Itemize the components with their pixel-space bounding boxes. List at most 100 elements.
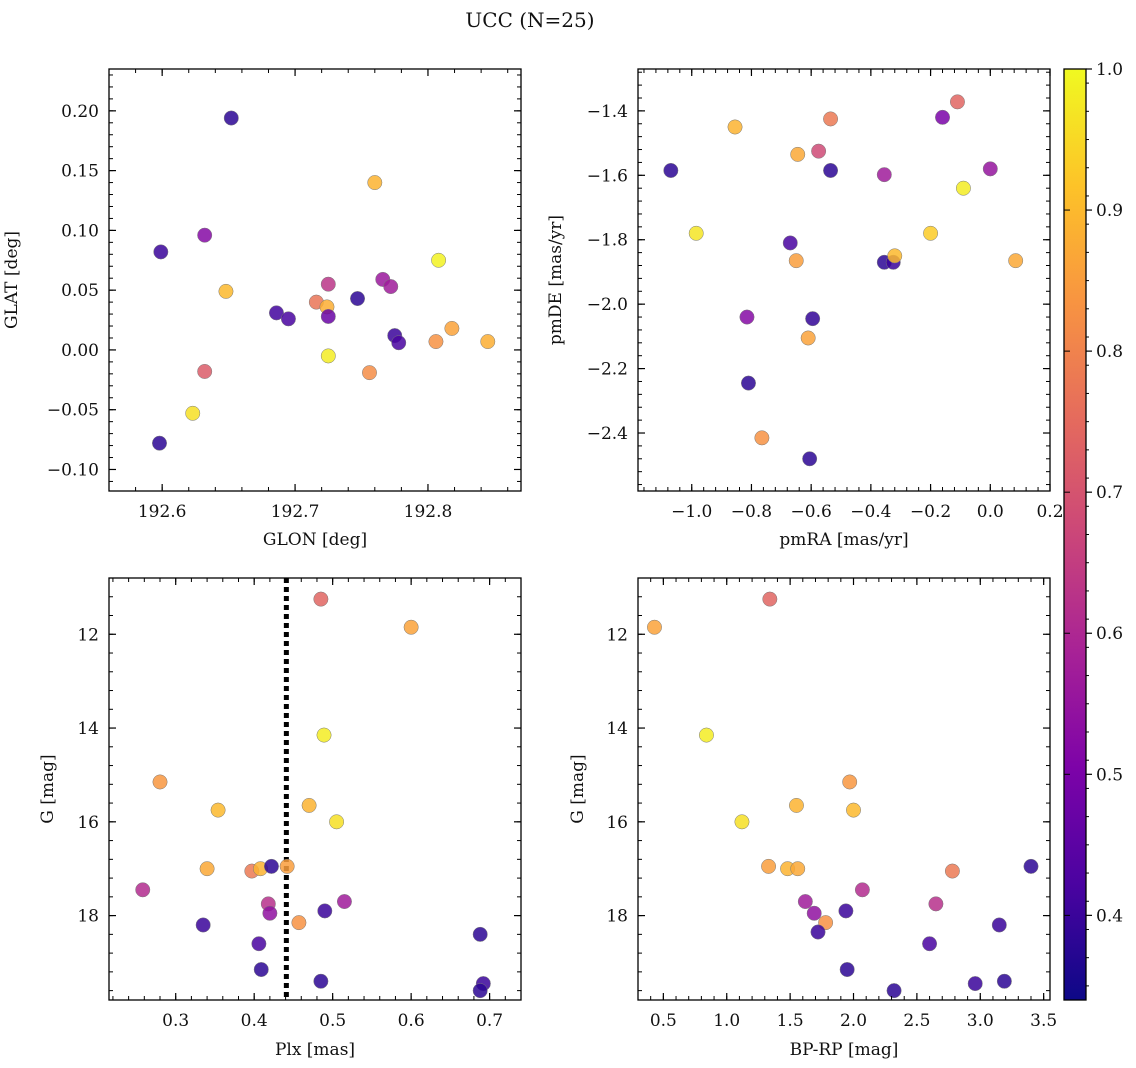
x-tick-label: 3.5 [1030, 1011, 1057, 1031]
y-axis-label-g-cmd: G [mag] [568, 754, 588, 823]
colorbar-tick-label: 0.9 [1096, 201, 1123, 221]
colorbar-tick-label: 0.6 [1096, 624, 1123, 644]
ticks-pmra-pmde: −1.0 −0.8 −0.6 −0.4 −0.2 0.0 0.2 −1.4 −1.6 −1.8 −2… [587, 69, 1064, 522]
scatter-point [935, 109, 950, 125]
panel-bprp-g: 0.5 1.0 1.5 2.0 2.5 3.0 3.5 12 14 16 18 BP-RP [mag… [568, 577, 1057, 1060]
scatter-point [291, 915, 307, 931]
scatter-point [790, 861, 806, 877]
y-tick-label: 0.00 [61, 341, 99, 361]
scatter-point [320, 276, 336, 292]
x-tick-label: 192.7 [271, 502, 320, 522]
ticks-bprp-g: 0.5 1.0 1.5 2.0 2.5 3.0 3.5 12 14 16 18 [606, 577, 1057, 1031]
y-tick-label: 0.15 [61, 162, 99, 182]
scatter-point [790, 146, 806, 162]
y-tick-label: 0.20 [61, 102, 99, 122]
scatter-point [313, 591, 329, 607]
scatter-point [444, 320, 460, 336]
scatter-point [153, 244, 169, 260]
y-tick-label: 14 [77, 719, 99, 739]
y-tick-label: 18 [606, 907, 628, 927]
y-axis-label-pmde: pmDE [mas/yr] [546, 215, 566, 345]
scatter-point [316, 727, 332, 743]
scatter-point [810, 924, 826, 940]
scatter-point [805, 311, 821, 327]
colorbar-tick-label: 1.0 [1096, 60, 1123, 80]
y-tick-label: 18 [77, 907, 99, 927]
scatter-point [923, 225, 939, 241]
y-axis-label-glat: GLAT [deg] [2, 231, 22, 329]
x-axis-label-glon: GLON [deg] [263, 530, 367, 550]
scatter-point [269, 305, 284, 321]
scatter-point [428, 334, 444, 350]
y-tick-label: 0.05 [61, 281, 99, 301]
scatter-point [991, 917, 1007, 933]
y-tick-label: −1.8 [587, 231, 628, 251]
scatter-point [967, 976, 983, 992]
scatter-point [152, 774, 168, 790]
x-axis-label-pmra: pmRA [mas/yr] [779, 530, 908, 550]
scatter-point [806, 905, 822, 921]
x-tick-label: 0.3 [162, 1011, 189, 1031]
x-tick-label: −0.6 [791, 502, 832, 522]
scatter-point [739, 309, 755, 325]
scatter-point [727, 119, 743, 135]
scatter-point [263, 858, 279, 874]
scatter-point [301, 797, 317, 813]
x-tick-label: −0.8 [731, 502, 772, 522]
scatter-point [802, 451, 818, 467]
scatter-point [218, 283, 234, 299]
x-tick-label: 3.0 [967, 1011, 994, 1031]
scatter-point [152, 435, 167, 451]
x-tick-label: 2.0 [840, 1011, 867, 1031]
axes-frame-bprp-g [637, 577, 1051, 1001]
x-tick-label: 192.6 [138, 502, 187, 522]
scatter-point [854, 882, 870, 898]
y-tick-label: −2.2 [587, 360, 628, 380]
scatter-point [199, 861, 215, 877]
colorbar-tick-label: 0.8 [1096, 342, 1123, 362]
x-tick-label: 0.6 [398, 1011, 425, 1031]
scatter-point [313, 973, 329, 989]
x-axis-label-bprp: BP-RP [mag] [790, 1040, 899, 1060]
x-tick-label: 0.5 [650, 1011, 677, 1031]
scatter-point [754, 430, 770, 446]
x-tick-label: −1.0 [671, 502, 712, 522]
scatter-point [431, 252, 447, 268]
x-tick-label: −0.4 [850, 502, 891, 522]
scatter-point [195, 917, 211, 933]
x-tick-label: 192.8 [404, 502, 453, 522]
scatter-point [472, 983, 488, 999]
scatter-point [320, 309, 336, 324]
y-tick-label: −2.0 [587, 295, 628, 315]
panel-pmra-pmde: −1.0 −0.8 −0.6 −0.4 −0.2 0.0 0.2 −1.4 −1.6 −1.8 −2… [546, 68, 1064, 550]
x-tick-label: 0.5 [319, 1011, 346, 1031]
y-tick-label: 16 [77, 813, 99, 833]
scatter-point [663, 163, 679, 178]
scatter-point [688, 225, 704, 241]
scatter-point [761, 858, 777, 874]
scatter-point [329, 814, 345, 830]
x-tick-label: −0.2 [910, 502, 951, 522]
x-tick-label: 0.7 [476, 1011, 503, 1031]
scatter-point [647, 619, 662, 635]
points-glon-glat [152, 110, 496, 451]
y-tick-label: 14 [606, 719, 628, 739]
scatter-point [839, 962, 855, 977]
scatter-point [317, 903, 333, 919]
colorbar-ticks: 1.0 0.9 0.8 0.7 0.6 0.5 0.4 [1064, 60, 1123, 987]
scatter-point [210, 802, 226, 818]
scatter-point [838, 903, 854, 919]
scatter-point [197, 364, 213, 379]
scatter-point [383, 279, 399, 295]
scatter-point [949, 94, 965, 110]
scatter-point [699, 727, 714, 743]
scatter-point [823, 163, 839, 178]
colorbar-tick-label: 0.7 [1096, 483, 1123, 503]
scatter-point [280, 311, 296, 327]
scatter-point [846, 802, 861, 818]
scatter-point [251, 936, 267, 952]
scatter-point [135, 882, 151, 898]
y-tick-label: 16 [606, 813, 628, 833]
scatter-point [944, 863, 960, 879]
points-plx-g [135, 578, 491, 1000]
